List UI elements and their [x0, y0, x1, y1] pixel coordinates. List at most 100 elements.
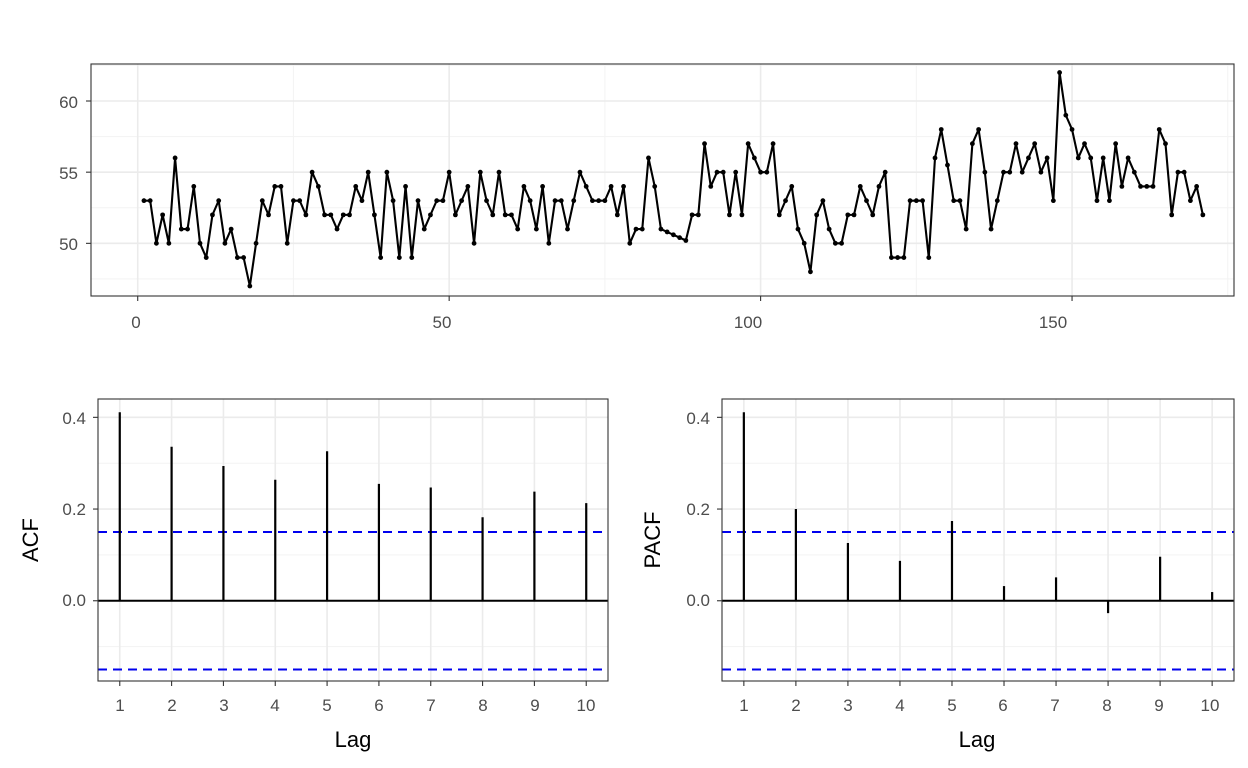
acf-x-tick-label: 9 [530, 696, 539, 715]
ts-data-point [247, 283, 253, 289]
acf-panel: 0.0 0.2 0.4 ACF 1 2 3 4 5 6 7 8 9 10 Lag [18, 398, 609, 752]
ts-data-point [870, 212, 876, 218]
acf-panel-border [97, 398, 609, 682]
ts-data-point [347, 212, 352, 218]
ts-data-point [403, 184, 408, 189]
ts-data-point [1144, 184, 1150, 189]
ts-data-point [851, 212, 857, 218]
ts-data-point [839, 240, 844, 246]
ts-data-point [465, 184, 471, 189]
ts-data-point [1131, 169, 1137, 175]
ts-data-point [1163, 141, 1168, 147]
ts-x-tick-label: 100 [734, 313, 762, 332]
ts-data-point [315, 184, 321, 189]
ts-data-point [278, 184, 284, 189]
ts-data-point [253, 240, 259, 246]
ts-data-point [857, 184, 863, 189]
acf-y-axis-title: ACF [18, 518, 43, 562]
ts-data-point [864, 198, 869, 204]
ts-data-point [789, 184, 795, 189]
ts-data-point [216, 198, 222, 204]
ts-data-point [1013, 141, 1019, 147]
acf-x-tick-label: 6 [374, 696, 383, 715]
acf-x-tick-label: 5 [322, 696, 331, 715]
ts-data-point [1156, 127, 1162, 132]
ts-data-point [471, 240, 477, 246]
pacf-y-tick-label: 0.0 [686, 591, 710, 610]
acf-x-tick-label: 8 [478, 696, 487, 715]
ts-data-point [1094, 198, 1100, 204]
time-series-y-axis: 50 55 60 [59, 93, 91, 254]
ts-data-point [328, 212, 334, 218]
pacf-y-axis: 0.0 0.2 0.4 PACF [640, 409, 710, 610]
ts-data-point [714, 169, 720, 175]
ts-data-point [808, 269, 813, 275]
ts-data-point [1150, 184, 1156, 189]
ts-data-point [988, 226, 994, 232]
ts-data-point [895, 255, 901, 260]
acf-x-tick-label: 3 [219, 696, 228, 715]
ts-data-point [671, 232, 676, 238]
ts-data-point [558, 198, 564, 204]
pacf-x-tick-label: 6 [998, 696, 1007, 715]
ts-data-point [1019, 169, 1025, 175]
ts-data-point [552, 198, 558, 204]
pacf-x-tick-label: 1 [739, 696, 748, 715]
ts-data-point [889, 255, 894, 260]
ts-data-point [764, 169, 770, 175]
ts-data-point [614, 212, 620, 218]
ts-data-point [1044, 155, 1050, 161]
ts-data-point [627, 240, 633, 246]
ts-data-point [820, 198, 826, 204]
ts-data-point [920, 198, 925, 204]
ts-data-point [969, 141, 975, 147]
ts-data-point [160, 212, 166, 218]
ts-data-point [428, 212, 433, 218]
acf-x-axis-title: Lag [335, 727, 372, 752]
ts-data-point [540, 184, 545, 189]
pacf-x-axis: 1 2 3 4 5 6 7 8 9 10 Lag [739, 696, 1219, 752]
ts-data-point [602, 198, 608, 204]
ts-data-point [639, 226, 645, 232]
ts-data-point [683, 238, 689, 243]
ts-data-point [434, 198, 440, 204]
ts-data-point [452, 212, 458, 218]
ts-data-point [340, 212, 346, 218]
ts-data-point [1069, 127, 1075, 132]
ts-data-point [178, 226, 184, 232]
ts-data-point [677, 235, 683, 241]
ts-data-point [515, 226, 521, 232]
ts-x-tick-label: 50 [433, 313, 452, 332]
ts-data-point [1138, 184, 1143, 189]
ts-data-point [801, 240, 807, 246]
ts-data-point [832, 240, 838, 246]
ts-data-point [727, 212, 732, 218]
ts-data-point [758, 169, 764, 175]
ts-data-point [664, 229, 670, 235]
time-series-x-axis: 0 50 100 150 [131, 296, 1073, 332]
ts-data-point [901, 255, 907, 260]
ts-data-point [1075, 155, 1081, 161]
ts-data-point [459, 198, 465, 204]
acf-y-axis: 0.0 0.2 0.4 ACF [18, 409, 86, 610]
acf-plot-area [98, 399, 608, 681]
ts-data-point [913, 198, 919, 204]
ts-data-point [309, 169, 315, 175]
time-series-plot-area [91, 64, 1234, 296]
ts-y-tick-label: 50 [59, 235, 78, 254]
ts-data-point [577, 169, 583, 175]
ts-data-point [509, 212, 514, 218]
ts-data-point [702, 141, 707, 147]
ts-data-point [957, 198, 963, 204]
ts-data-point [982, 169, 988, 175]
ts-data-point [565, 226, 570, 232]
ts-data-point [210, 212, 215, 218]
pacf-y-axis-title: PACF [640, 511, 665, 568]
ts-data-point [378, 255, 384, 260]
ts-x-tick-label: 0 [131, 313, 140, 332]
ts-data-point [272, 184, 278, 189]
acf-y-tick-label: 0.4 [62, 409, 86, 428]
ts-data-point [745, 141, 751, 147]
ts-data-point [359, 198, 365, 204]
